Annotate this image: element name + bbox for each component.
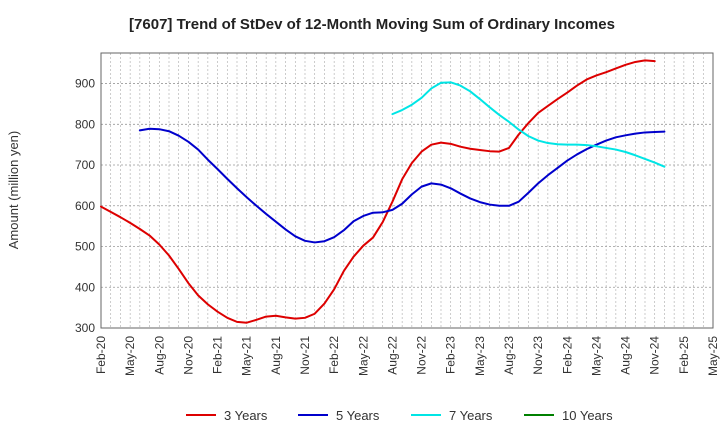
y-tick-label: 400 (75, 280, 95, 294)
x-tick-label: Aug-24 (619, 336, 633, 375)
legend-label-2: 5 Years (336, 408, 380, 423)
grid (100, 53, 714, 329)
x-tick-label: Nov-23 (531, 336, 545, 375)
series-line-1 (100, 59, 656, 324)
x-tick-label: Nov-22 (415, 336, 429, 375)
x-axis: Feb-20 May-20 Aug-20 Nov-20 Feb-21 May-21 Aug-… (94, 336, 720, 376)
x-tick-label: Feb-20 (94, 336, 108, 374)
x-tick-label: May-24 (589, 336, 603, 376)
x-tick-label: May-20 (123, 336, 137, 376)
x-tick-label: Nov-24 (648, 336, 662, 375)
x-tick-label: Nov-21 (298, 336, 312, 375)
x-tick-label: Feb-21 (211, 336, 225, 374)
x-tick-label: May-21 (240, 336, 254, 376)
y-tick-label: 600 (75, 199, 95, 213)
chart-title: [7607] Trend of StDev of 12-Month Moving… (129, 16, 615, 33)
y-tick-label: 300 (75, 321, 95, 335)
y-tick-label: 900 (75, 77, 95, 91)
x-tick-label: Feb-25 (677, 336, 691, 374)
y-tick-label: 800 (75, 117, 95, 131)
x-tick-label: Aug-23 (502, 336, 516, 375)
legend-label-1: 3 Years (224, 408, 268, 423)
x-tick-label: Aug-20 (152, 336, 166, 375)
series-lines (100, 59, 666, 324)
y-axis-label: Amount (million yen) (6, 131, 21, 250)
x-tick-label: May-22 (356, 336, 370, 376)
legend-label-4: 10 Years (562, 408, 613, 423)
x-tick-label: Nov-20 (181, 336, 195, 375)
y-axis: 300 400 500 600 700 800 900 (75, 77, 95, 335)
x-tick-label: Feb-23 (444, 336, 458, 374)
y-tick-label: 700 (75, 158, 95, 172)
legend-label-3: 7 Years (449, 408, 493, 423)
legend: 3 Years 5 Years 7 Years 10 Years (186, 408, 613, 423)
series-line-3 (391, 81, 666, 168)
x-tick-label: May-25 (706, 336, 720, 376)
plot-frame (100, 52, 714, 329)
series-line-2 (138, 127, 666, 244)
x-tick-label: Feb-24 (560, 336, 574, 374)
x-tick-label: May-23 (473, 336, 487, 376)
x-tick-label: Feb-22 (327, 336, 341, 374)
x-tick-label: Aug-21 (269, 336, 283, 375)
y-tick-label: 500 (75, 240, 95, 254)
x-tick-label: Aug-22 (385, 336, 399, 375)
